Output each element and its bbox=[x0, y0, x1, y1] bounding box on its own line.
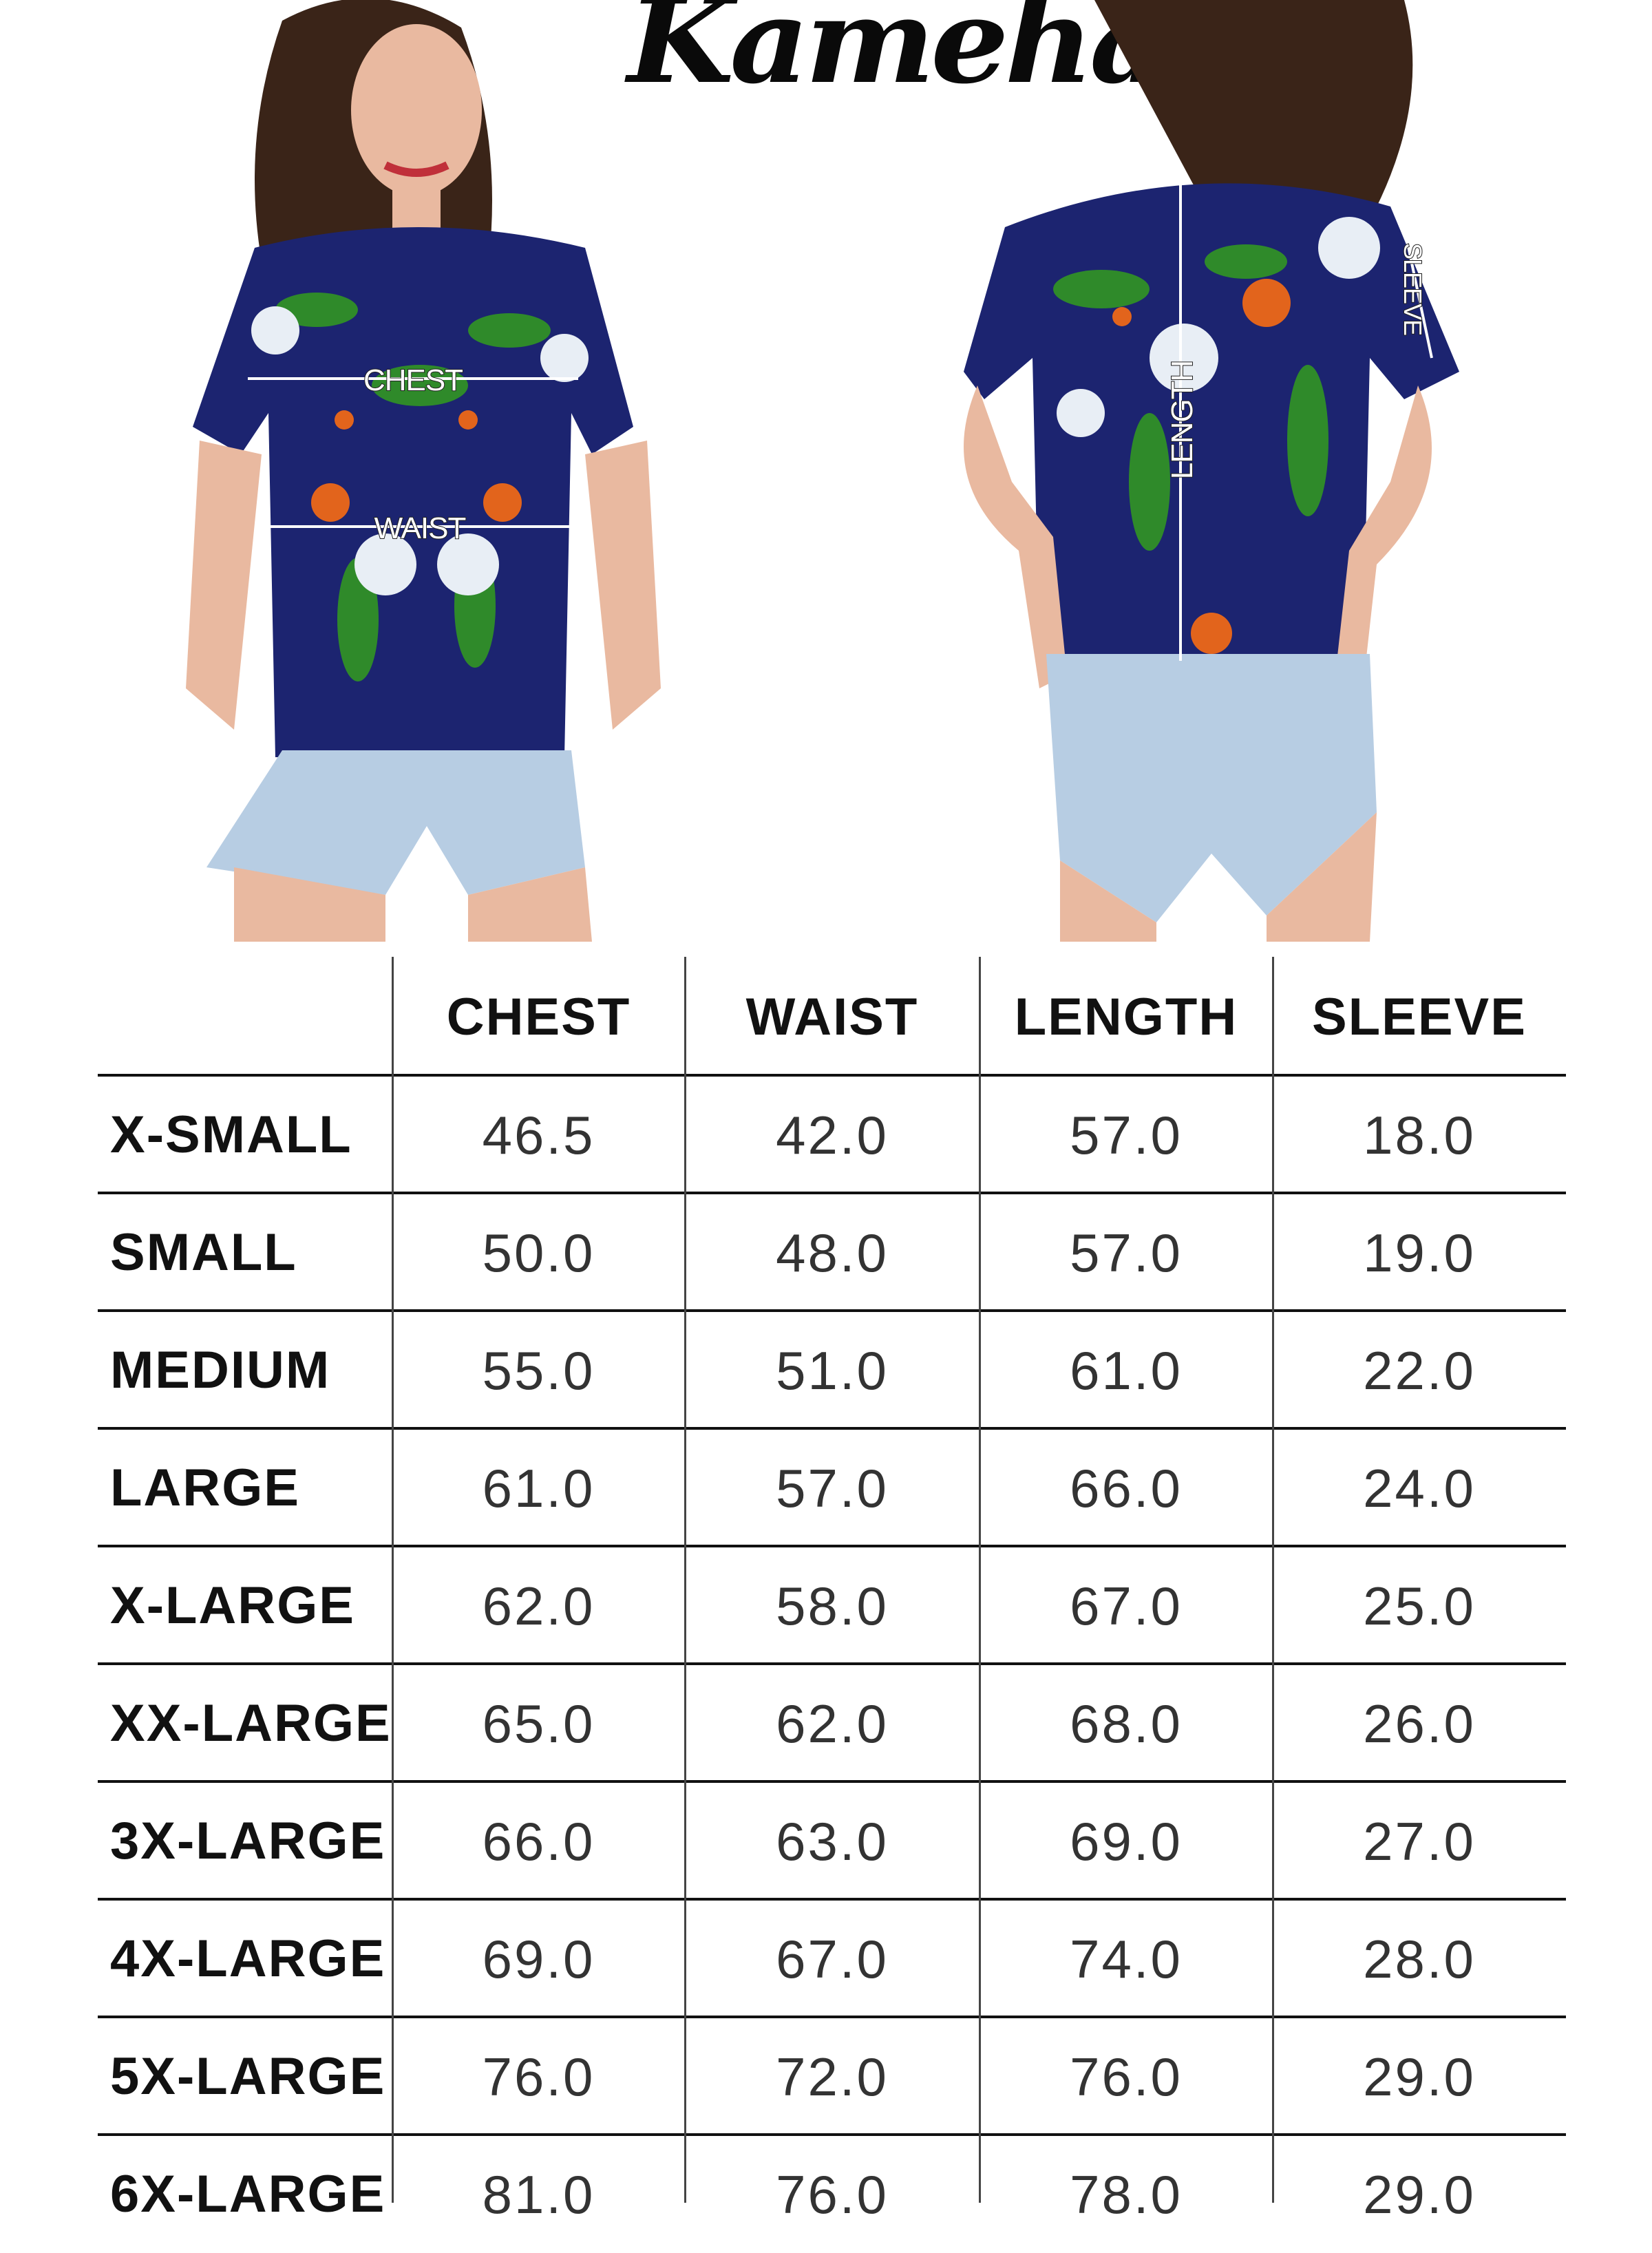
measurement-chest: 46.5 bbox=[482, 1105, 595, 1165]
measurement-sleeve: 24.0 bbox=[1363, 1458, 1476, 1519]
measurement-waist: 42.0 bbox=[776, 1105, 889, 1165]
measurement-sleeve: 18.0 bbox=[1363, 1105, 1476, 1165]
measurement-sleeve: 28.0 bbox=[1363, 1929, 1476, 1989]
measurement-waist: 67.0 bbox=[776, 1929, 889, 1989]
measurement-length: 76.0 bbox=[1070, 2046, 1183, 2107]
size-label: LARGE bbox=[110, 1459, 300, 1517]
size-label: XX-LARGE bbox=[110, 1694, 392, 1753]
measurement-waist: 72.0 bbox=[776, 2046, 889, 2107]
measurement-length: 57.0 bbox=[1070, 1223, 1183, 1283]
measurement-waist: 62.0 bbox=[776, 1693, 889, 1754]
measurement-length: 68.0 bbox=[1070, 1693, 1183, 1754]
sleeve-measure-label: SLEEVE bbox=[1399, 243, 1427, 335]
measurement-sleeve: 29.0 bbox=[1363, 2164, 1476, 2225]
column-header-chest: CHEST bbox=[446, 988, 631, 1046]
size-chart-header: CHEST WAIST LENGTH SLEEVE bbox=[98, 957, 1566, 1074]
chest-measure-label: CHEST bbox=[363, 363, 463, 397]
measurement-waist: 63.0 bbox=[776, 1811, 889, 1872]
measurement-sleeve: 19.0 bbox=[1363, 1223, 1476, 1283]
measurement-length: 78.0 bbox=[1070, 2164, 1183, 2225]
waist-measure-label: WAIST bbox=[374, 511, 466, 545]
table-row: X-LARGE 62.0 58.0 67.0 25.0 bbox=[98, 1545, 1566, 1664]
measurement-chest: 81.0 bbox=[482, 2164, 595, 2225]
table-row: MEDIUM 55.0 51.0 61.0 22.0 bbox=[98, 1309, 1566, 1429]
table-row: XX-LARGE 65.0 62.0 68.0 26.0 bbox=[98, 1662, 1566, 1782]
back-model-photo: LENGTH SLEEVE bbox=[922, 0, 1473, 942]
table-row: X-SMALL 46.5 42.0 57.0 18.0 bbox=[98, 1074, 1566, 1194]
front-model-photo: CHEST WAIST bbox=[179, 0, 668, 942]
table-row: 3X-LARGE 66.0 63.0 69.0 27.0 bbox=[98, 1780, 1566, 1900]
measurement-chest: 61.0 bbox=[482, 1458, 595, 1519]
measurement-chest: 65.0 bbox=[482, 1693, 595, 1754]
measurement-chest: 76.0 bbox=[482, 2046, 595, 2107]
measurement-length: 67.0 bbox=[1070, 1576, 1183, 1636]
column-divider bbox=[1272, 957, 1274, 2203]
measurement-waist: 76.0 bbox=[776, 2164, 889, 2225]
table-row: LARGE 61.0 57.0 66.0 24.0 bbox=[98, 1427, 1566, 1547]
column-header-sleeve: SLEEVE bbox=[1312, 988, 1527, 1046]
measurement-chest: 50.0 bbox=[482, 1223, 595, 1283]
column-divider bbox=[684, 957, 686, 2203]
column-header-waist: WAIST bbox=[745, 988, 919, 1046]
table-row: 6X-LARGE 81.0 76.0 78.0 29.0 bbox=[98, 2133, 1566, 2253]
column-header-length: LENGTH bbox=[1014, 988, 1238, 1046]
logo-text: Kameha bbox=[627, 0, 1169, 110]
column-divider bbox=[392, 957, 394, 2203]
measurement-waist: 51.0 bbox=[776, 1340, 889, 1401]
measurement-sleeve: 22.0 bbox=[1363, 1340, 1476, 1401]
size-label: X-LARGE bbox=[110, 1576, 355, 1635]
measurement-sleeve: 25.0 bbox=[1363, 1576, 1476, 1636]
size-label: X-SMALL bbox=[110, 1106, 352, 1164]
measurement-chest: 66.0 bbox=[482, 1811, 595, 1872]
measurement-sleeve: 26.0 bbox=[1363, 1693, 1476, 1754]
size-label: 4X-LARGE bbox=[110, 1929, 386, 1988]
brand-logo: Kameha bbox=[627, 0, 1169, 131]
measurement-sleeve: 29.0 bbox=[1363, 2046, 1476, 2107]
measurement-length: 74.0 bbox=[1070, 1929, 1183, 1989]
length-measure-label: LENGTH bbox=[1165, 361, 1199, 479]
column-divider bbox=[979, 957, 981, 2203]
measurement-chest: 62.0 bbox=[482, 1576, 595, 1636]
size-label: 5X-LARGE bbox=[110, 2047, 386, 2106]
size-label: 3X-LARGE bbox=[110, 1812, 386, 1870]
measurement-chest: 55.0 bbox=[482, 1340, 595, 1401]
table-row: 5X-LARGE 76.0 72.0 76.0 29.0 bbox=[98, 2016, 1566, 2135]
measurement-length: 69.0 bbox=[1070, 1811, 1183, 1872]
size-label: SMALL bbox=[110, 1223, 297, 1282]
table-row: 4X-LARGE 69.0 67.0 74.0 28.0 bbox=[98, 1898, 1566, 2018]
measurement-chest: 69.0 bbox=[482, 1929, 595, 1989]
measurement-sleeve: 27.0 bbox=[1363, 1811, 1476, 1872]
measurement-waist: 57.0 bbox=[776, 1458, 889, 1519]
table-row: SMALL 50.0 48.0 57.0 19.0 bbox=[98, 1192, 1566, 1311]
measurement-waist: 48.0 bbox=[776, 1223, 889, 1283]
measurement-length: 61.0 bbox=[1070, 1340, 1183, 1401]
size-label: 6X-LARGE bbox=[110, 2165, 386, 2223]
measurement-waist: 58.0 bbox=[776, 1576, 889, 1636]
size-label: MEDIUM bbox=[110, 1341, 331, 1399]
measurement-length: 57.0 bbox=[1070, 1105, 1183, 1165]
measurement-length: 66.0 bbox=[1070, 1458, 1183, 1519]
